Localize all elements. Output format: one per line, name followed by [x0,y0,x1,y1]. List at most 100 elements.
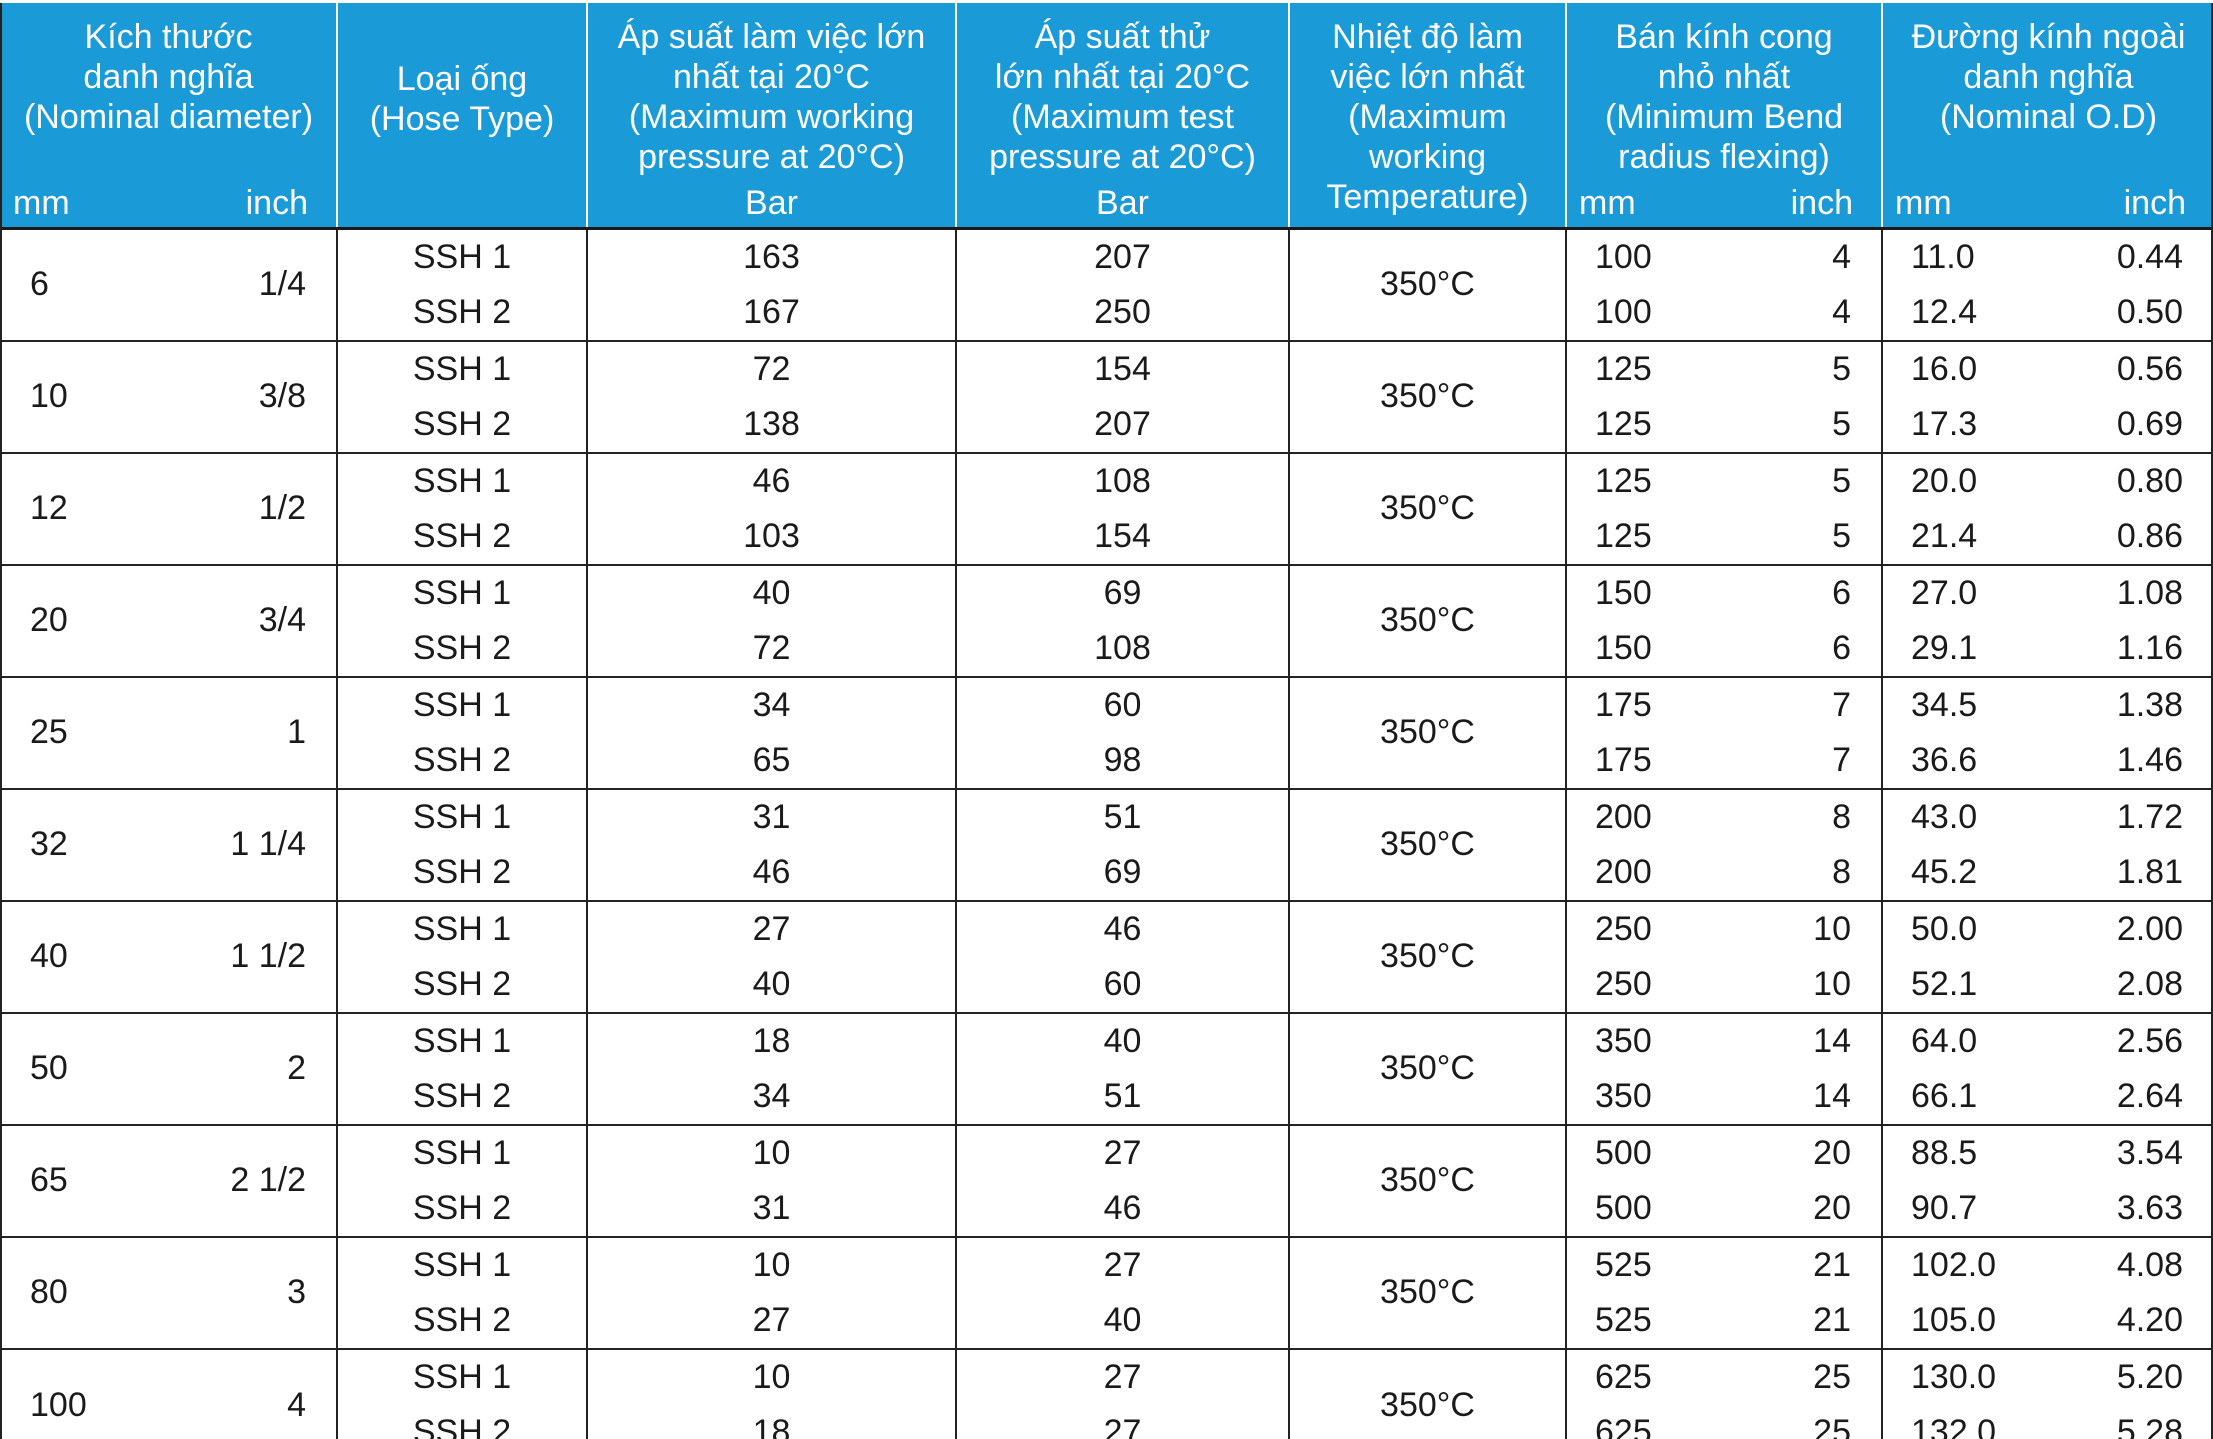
header-max-temperature: Nhiệt độ làm việc lớn nhất (Maximum work… [1289,3,1566,228]
diameter-inch: 1 [287,713,306,752]
working-pressure-cell: 31 [587,1181,956,1237]
working-pressure-cell: 27 [587,901,956,957]
diameter-inch: 4 [287,1386,306,1425]
nominal-od-cell: 21.4 0.86 [1882,509,2213,565]
working-pressure-cell: 72 [587,621,956,677]
od-inch: 2.00 [2117,910,2183,949]
od-mm: 43.0 [1911,798,1977,837]
test-pressure-cell: 60 [956,957,1289,1013]
od-mm: 130.0 [1911,1358,1996,1397]
max-temperature-cell: 350°C [1289,341,1566,453]
diameter-inch: 2 [287,1049,306,1088]
hose-type-cell: SSH 2 [337,1293,587,1349]
bend-radius-inch: 14 [1813,1022,1851,1061]
header-row: Kích thước danh nghĩa (Nominal diameter)… [1,3,2213,228]
diameter-mm: 50 [30,1049,68,1088]
test-pressure-cell: 40 [956,1293,1289,1349]
bend-radius-inch: 5 [1832,405,1851,444]
working-pressure-cell: 10 [587,1349,956,1405]
bend-radius-inch: 8 [1832,798,1851,837]
test-pressure-cell: 51 [956,1069,1289,1125]
bend-radius-mm: 125 [1595,405,1652,444]
od-mm: 102.0 [1911,1246,1996,1285]
bend-radius-inch: 20 [1813,1189,1851,1228]
od-mm: 132.0 [1911,1413,1996,1439]
test-pressure-cell: 40 [956,1013,1289,1069]
hose-type-cell: SSH 1 [337,789,587,845]
hose-type-cell: SSH 1 [337,228,587,285]
od-inch: 5.20 [2117,1358,2183,1397]
hose-type-cell: SSH 2 [337,733,587,789]
diameter-inch: 1 1/2 [230,937,306,976]
header-working-pressure: Áp suất làm việc lớn nhất tại 20°C (Maxi… [587,3,956,228]
bend-radius-mm: 175 [1595,741,1652,780]
od-inch: 0.86 [2117,517,2183,556]
working-pressure-cell: 18 [587,1013,956,1069]
max-temperature-cell: 350°C [1289,453,1566,565]
bend-radius-inch: 5 [1832,350,1851,389]
hose-type-cell: SSH 2 [337,957,587,1013]
hose-type-cell: SSH 1 [337,565,587,621]
bend-radius-mm: 250 [1595,910,1652,949]
diameter-mm: 40 [30,937,68,976]
bend-radius-inch: 6 [1832,574,1851,613]
working-pressure-cell: 167 [587,285,956,341]
od-inch: 5.28 [2117,1413,2183,1439]
bend-radius-mm: 200 [1595,798,1652,837]
od-mm: 88.5 [1911,1134,1977,1173]
working-pressure-cell: 40 [587,957,956,1013]
od-mm: 21.4 [1911,517,1977,556]
hose-type-cell: SSH 1 [337,901,587,957]
working-pressure-cell: 40 [587,565,956,621]
diameter-inch: 1/4 [259,265,306,304]
od-mm: 36.6 [1911,741,1977,780]
bend-radius-mm: 200 [1595,853,1652,892]
od-inch: 1.46 [2117,741,2183,780]
diameter-mm: 12 [30,489,68,528]
test-pressure-cell: 69 [956,845,1289,901]
od-inch: 1.38 [2117,686,2183,725]
working-pressure-cell: 72 [587,341,956,397]
od-mm: 52.1 [1911,965,1977,1004]
od-mm: 16.0 [1911,350,1977,389]
od-inch: 2.64 [2117,1077,2183,1116]
test-pressure-cell: 51 [956,789,1289,845]
hose-type-cell: SSH 2 [337,1069,587,1125]
diameter-mm: 32 [30,825,68,864]
hose-type-cell: SSH 2 [337,621,587,677]
nominal-od-cell: 130.0 5.20 [1882,1349,2213,1405]
header-bend-radius-units: mm inch [1579,183,1853,223]
od-inch: 1.81 [2117,853,2183,892]
bend-radius-inch: 14 [1813,1077,1851,1116]
bend-radius-inch: 7 [1832,741,1851,780]
header-hose-type-label: Loại ống (Hose Type) [344,59,580,139]
test-pressure-cell: 108 [956,621,1289,677]
max-temperature-cell: 350°C [1289,1349,1566,1439]
hose-type-cell: SSH 1 [337,677,587,733]
test-pressure-cell: 98 [956,733,1289,789]
od-inch: 0.44 [2117,238,2183,277]
test-pressure-cell: 27 [956,1405,1289,1439]
hose-type-cell: SSH 1 [337,453,587,509]
working-pressure-cell: 65 [587,733,956,789]
working-pressure-cell: 103 [587,509,956,565]
od-inch: 3.63 [2117,1189,2183,1228]
